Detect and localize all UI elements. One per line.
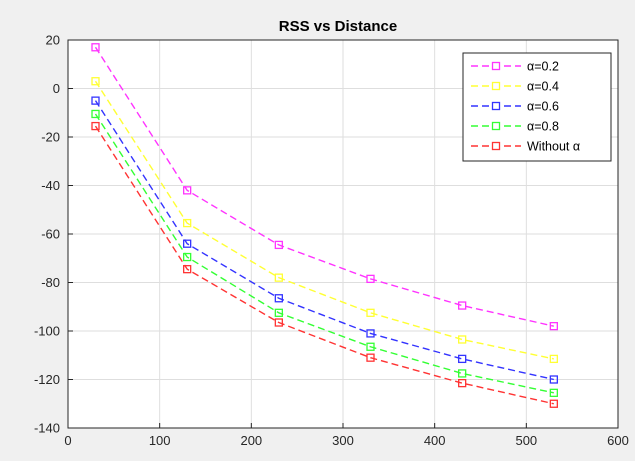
x-tick-label: 200 [240, 433, 262, 448]
y-tick-label: -120 [34, 372, 60, 387]
y-tick-label: -140 [34, 421, 60, 436]
data-point [458, 335, 467, 344]
legend-entry: α=0.2 [471, 60, 559, 74]
legend-marker [491, 141, 501, 151]
x-tick-label: 600 [607, 433, 629, 448]
series-line [94, 46, 554, 327]
series-4 [91, 109, 558, 397]
legend-entry: Without α [471, 140, 580, 154]
series-3 [91, 96, 558, 384]
data-point [366, 274, 375, 284]
legend-entry: α=0.6 [471, 100, 559, 114]
legend-entry: α=0.4 [471, 80, 559, 94]
legend-label: α=0.4 [527, 80, 559, 94]
legend-label: Without α [527, 140, 580, 154]
data-point [274, 308, 283, 317]
data-point [549, 321, 558, 331]
data-point [458, 378, 467, 388]
data-point [183, 218, 192, 228]
data-point [274, 240, 283, 250]
legend-marker [491, 121, 501, 131]
legend-box [462, 52, 612, 162]
x-tick-label: 500 [515, 433, 537, 448]
series-1 [91, 43, 558, 331]
x-tick-label: 0 [64, 433, 71, 448]
chart-title: RSS vs Distance [279, 18, 397, 35]
y-tick-label: -60 [41, 227, 60, 242]
x-tick-label: 100 [149, 433, 171, 448]
legend-label: α=0.2 [527, 60, 559, 74]
y-tick-label: 20 [46, 33, 60, 48]
data-point [274, 318, 283, 327]
y-tick-label: -40 [41, 178, 60, 193]
data-point [91, 43, 100, 52]
data-point [183, 239, 192, 248]
series-2 [91, 77, 558, 364]
legend: α=0.2 α=0.4 α=0.6 α=0.8 Without α [462, 52, 612, 162]
legend-marker [491, 81, 501, 91]
data-point [366, 329, 375, 338]
data-point [549, 399, 558, 408]
y-tick-label: -80 [41, 275, 60, 290]
data-point [91, 77, 100, 86]
data-point [458, 354, 467, 364]
legend-marker [491, 101, 501, 111]
y-tick-label: 0 [53, 81, 60, 96]
y-tick-label: -20 [41, 130, 60, 145]
data-point [91, 121, 100, 131]
series-line [94, 100, 554, 381]
data-point [183, 252, 192, 262]
series-layer [91, 43, 558, 408]
data-point [458, 301, 467, 310]
y-tick-label: -100 [34, 324, 60, 339]
data-point [274, 273, 283, 282]
data-point [366, 308, 375, 317]
data-point [549, 388, 558, 397]
series-line [94, 125, 554, 405]
series-5 [91, 121, 558, 408]
data-point [183, 265, 192, 274]
data-point [274, 294, 283, 303]
legend-label: α=0.8 [527, 120, 559, 134]
series-line [94, 113, 554, 394]
data-point [366, 342, 375, 351]
legend-label: α=0.6 [527, 100, 559, 114]
data-point [549, 354, 558, 364]
x-tick-label: 300 [332, 433, 354, 448]
data-point [458, 369, 467, 378]
data-point [183, 186, 192, 195]
axis-ticks: 0 100 200 300 400 500 600-140-120-100-80-60-40… [34, 33, 629, 449]
x-tick-label: 400 [424, 433, 446, 448]
data-point [549, 375, 558, 384]
data-point [366, 353, 375, 362]
data-point [91, 109, 100, 119]
series-line [94, 80, 554, 360]
legend-entry: α=0.8 [471, 120, 559, 134]
legend-marker [491, 61, 501, 71]
data-point [91, 96, 100, 105]
